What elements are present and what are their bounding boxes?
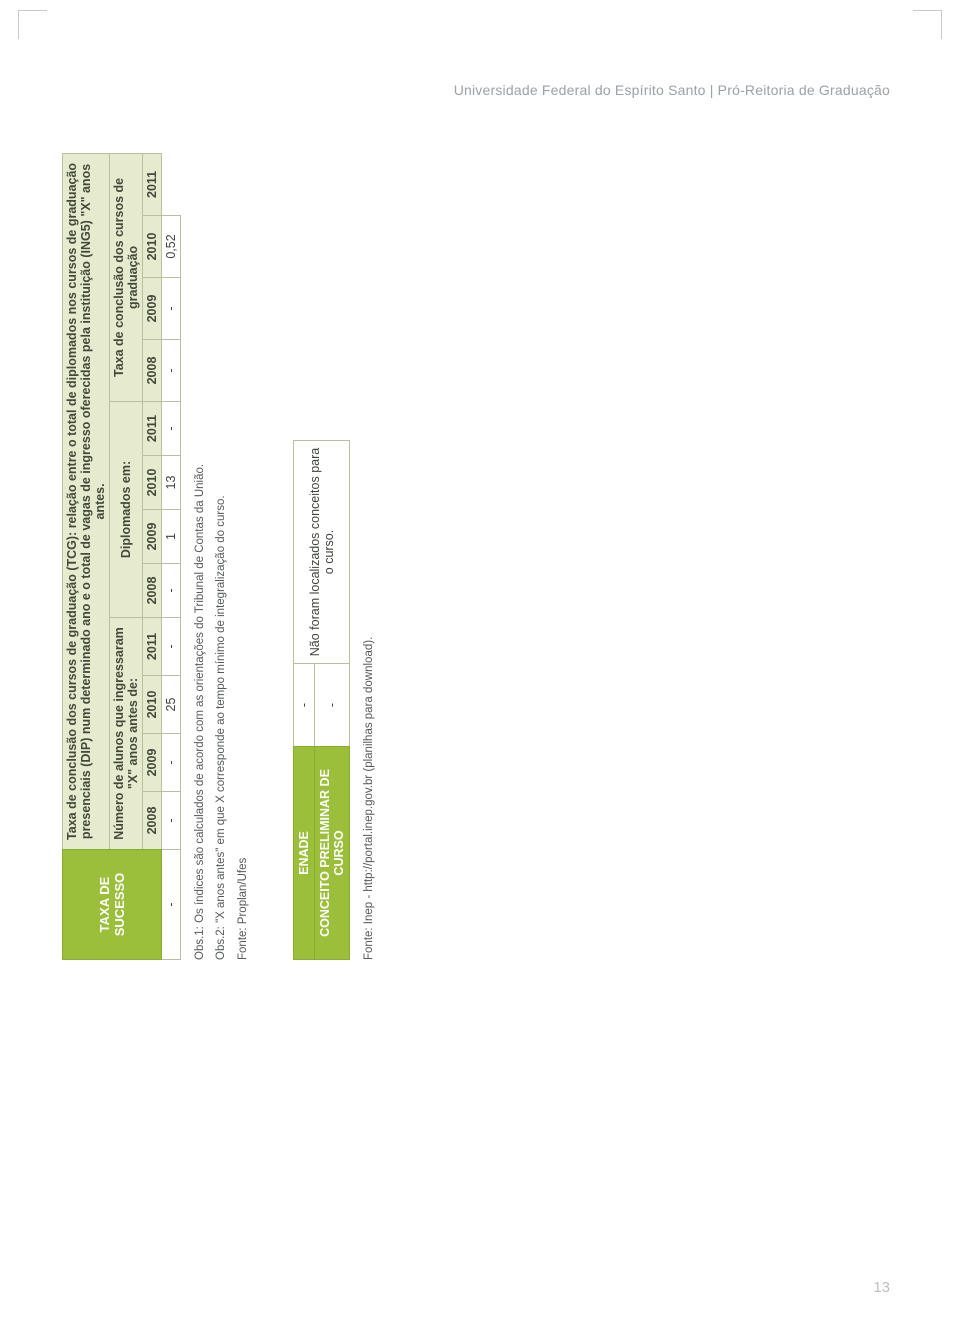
crop-mark-tr [913,10,942,39]
enade-label: ENADE [294,747,315,960]
year-cell: 2008 [143,340,162,402]
data-cell: 25 [162,676,181,734]
year-cell: 2010 [143,216,162,278]
fonte1: Fonte: Proplan/Ufes [234,160,252,960]
obs2: Obs.2: "X anos antes" em que X correspon… [212,160,230,960]
year-cell: 2008 [143,564,162,618]
group-a: Número de alunos que ingressaram "X" ano… [110,618,143,850]
obs1: Obs.1: Os índices são calculados de acor… [191,160,209,960]
data-cell: - [162,564,181,618]
data-cell: - [162,850,181,960]
year-cell: 2009 [143,510,162,564]
page-header: Universidade Federal do Espírito Santo |… [454,82,890,98]
year-cell: 2011 [143,618,162,676]
data-cell: - [162,618,181,676]
top-header: Taxa de conclusão dos cursos de graduaçã… [63,153,110,849]
enade-value: - [294,664,315,747]
enade-table: ENADE - Não foram localizados conceitos … [293,440,350,960]
page: Universidade Federal do Espírito Santo |… [0,0,960,1332]
cpc-value: - [315,664,350,747]
fonte2: Fonte: Inep - http://portal.inep.gov.br … [360,160,378,960]
year-cell: 2009 [143,734,162,792]
year-cell: 2010 [143,456,162,510]
row-label-taxa-sucesso: TAXA DE SUCESSO [63,850,162,960]
rotated-content: TAXA DE SUCESSO Taxa de conclusão dos cu… [62,160,862,960]
year-cell: 2009 [143,278,162,340]
year-cell: 2008 [143,792,162,850]
enade-msg: Não foram localizados conceitos para o c… [294,441,350,664]
group-b: Diplomados em: [110,402,143,618]
data-cell: - [162,734,181,792]
year-cell: 2011 [143,153,162,215]
notes-block-2: Fonte: Inep - http://portal.inep.gov.br … [360,160,378,960]
data-cell: - [162,278,181,340]
cpc-label: CONCEITO PRELIMINAR DE CURSO [315,747,350,960]
year-cell: 2010 [143,676,162,734]
page-number: 13 [873,1279,890,1296]
data-cell: - [162,792,181,850]
data-cell: - [162,402,181,456]
crop-mark-tl [18,10,47,39]
notes-block-1: Obs.1: Os índices são calculados de acor… [191,160,252,960]
year-cell: 2011 [143,402,162,456]
taxa-sucesso-table: TAXA DE SUCESSO Taxa de conclusão dos cu… [62,153,181,960]
data-cell: - [162,340,181,402]
group-c: Taxa de conclusão dos cursos de graduaçã… [110,153,143,401]
data-cell: 0,52 [162,216,181,278]
data-cell: 1 [162,510,181,564]
data-cell: 13 [162,456,181,510]
